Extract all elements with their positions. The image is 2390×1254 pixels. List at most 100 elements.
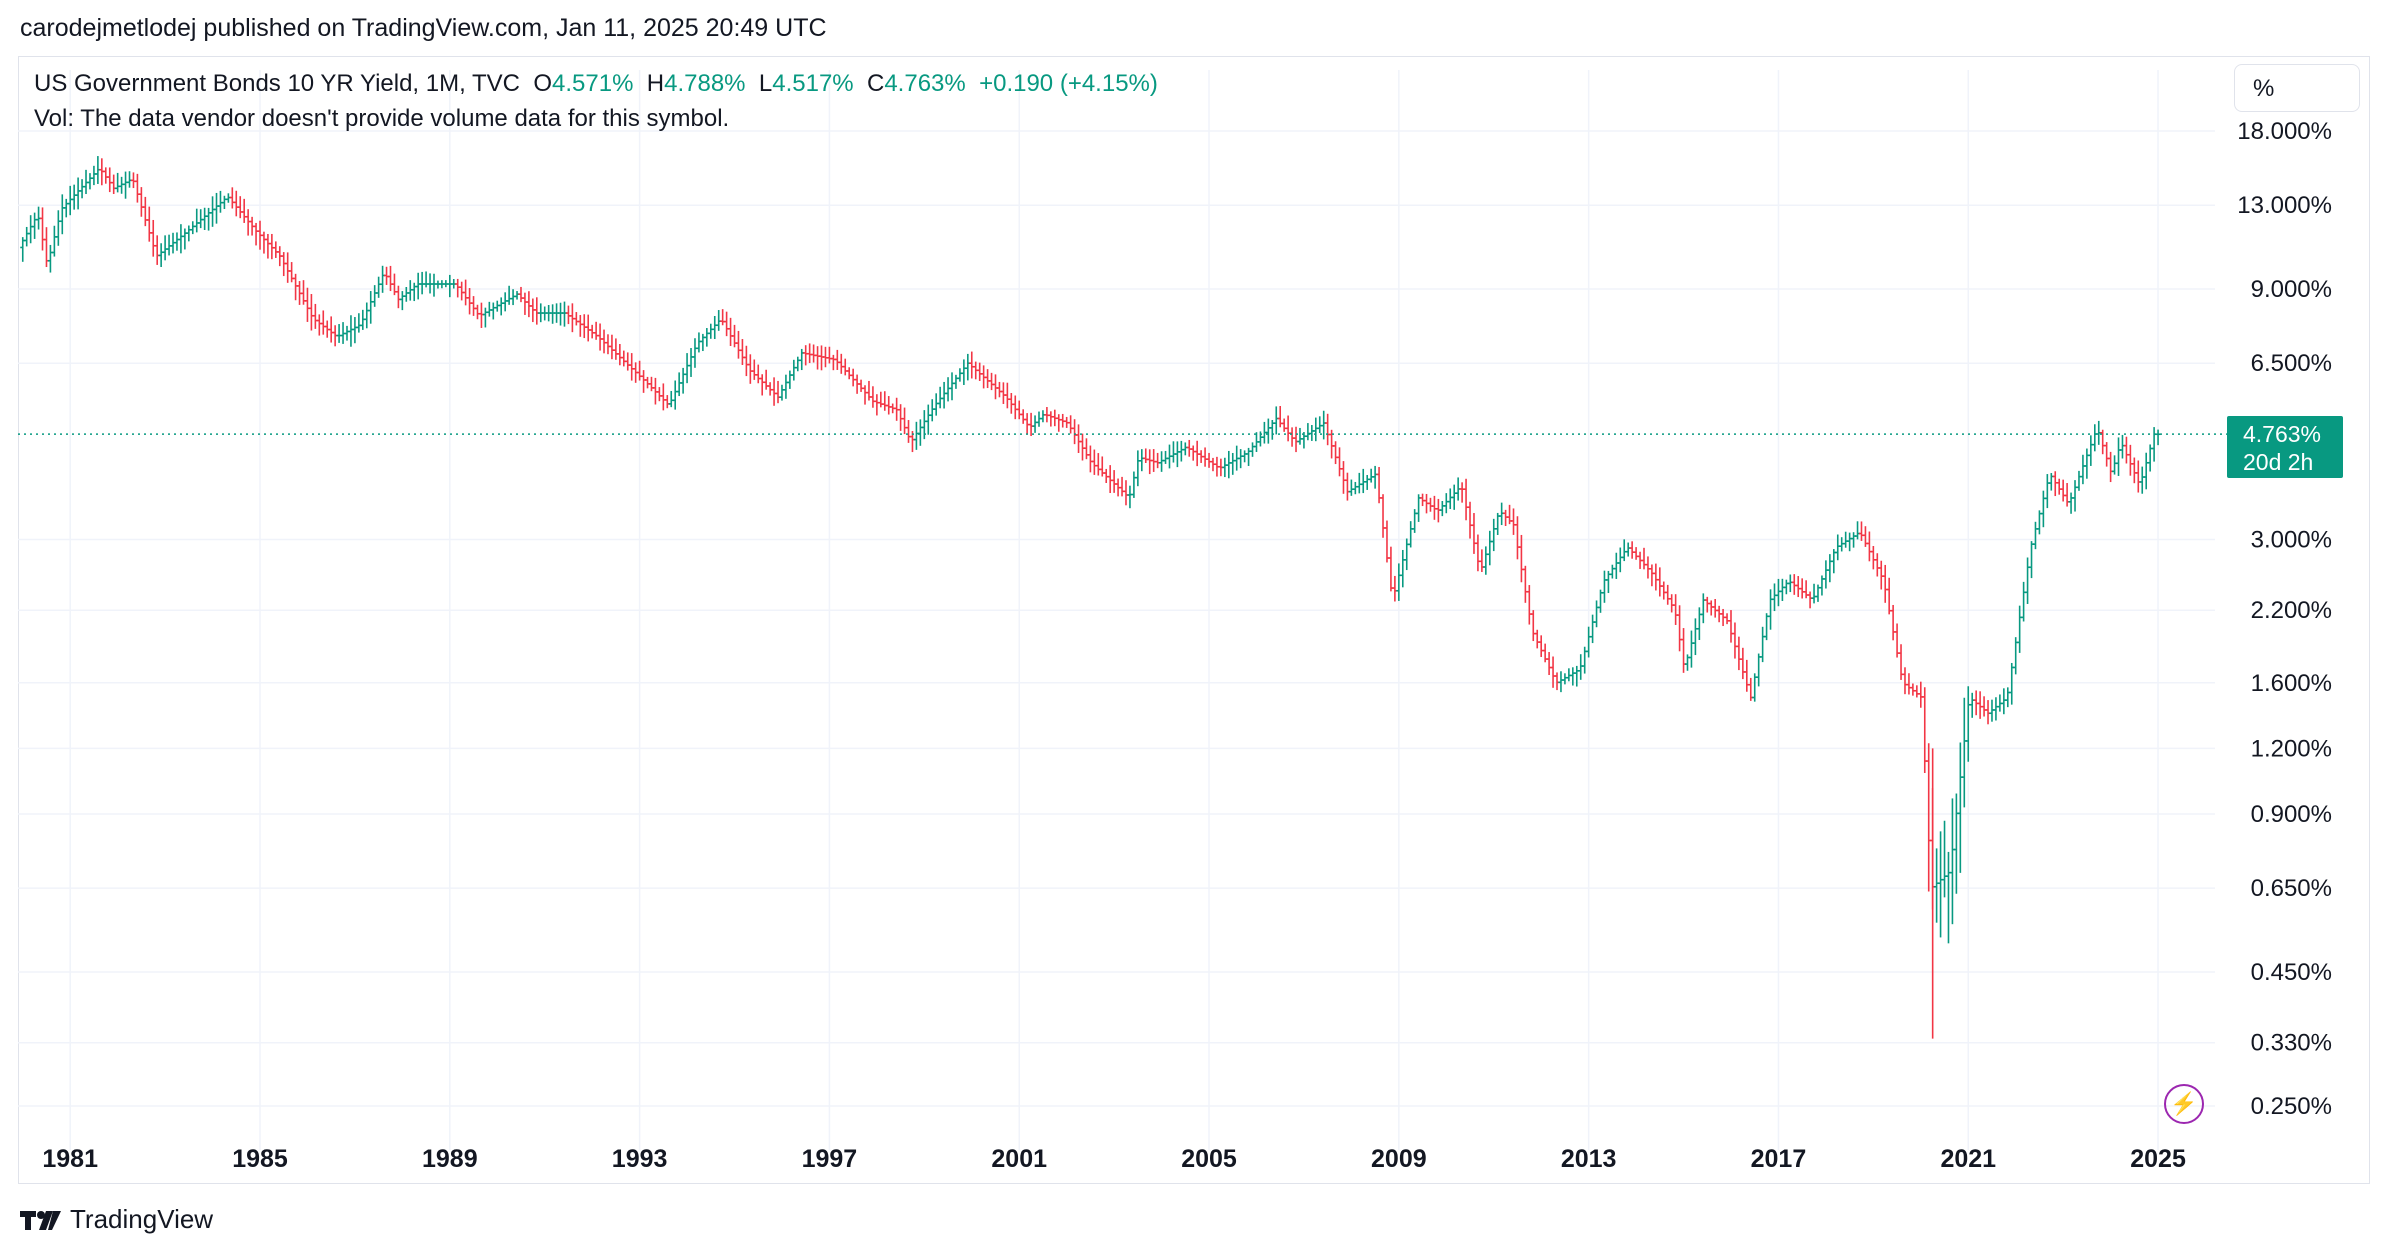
- ohlc-bar: [759, 374, 765, 396]
- ohlc-bar: [925, 404, 931, 435]
- ohlc-bar: [815, 346, 821, 370]
- ohlc-bar: [886, 396, 892, 415]
- x-tick-label: 2001: [991, 1145, 1047, 1173]
- ohlc-bar: [166, 234, 172, 256]
- ohlc-bar: [130, 172, 136, 189]
- ohlc-bar: [992, 374, 998, 400]
- ohlc-bar: [2001, 688, 2007, 715]
- ohlc-bar: [522, 292, 528, 315]
- ohlc-bar: [1000, 382, 1006, 404]
- ohlc-bar: [59, 194, 65, 235]
- ohlc-bar: [807, 343, 813, 364]
- ohlc-bar: [1934, 848, 1940, 923]
- ohlc-bar: [447, 274, 453, 298]
- ohlc-bar: [941, 381, 947, 409]
- price-bars: [20, 156, 2161, 1039]
- ohlc-bar: [1107, 465, 1113, 493]
- ohlc-bar: [1451, 484, 1457, 510]
- ohlc-bar: [680, 367, 686, 394]
- ohlc-bar: [1522, 565, 1528, 603]
- ohlc-bar: [63, 198, 69, 218]
- ohlc-bar: [775, 380, 781, 404]
- percent-scale-button[interactable]: %: [2234, 64, 2360, 112]
- ohlc-bar: [1677, 605, 1683, 652]
- ohlc-bar: [1866, 531, 1872, 562]
- last-price-badge: 4.763% 20d 2h: [2227, 416, 2343, 479]
- ohlc-bar: [593, 321, 599, 340]
- ohlc-bar: [2112, 455, 2118, 475]
- ohlc-bar: [1942, 820, 1948, 898]
- ohlc-bar: [2032, 521, 2038, 550]
- tradingview-brand[interactable]: TradingView: [20, 1204, 213, 1235]
- ohlc-bar: [1760, 626, 1766, 663]
- bar-countdown: 20d 2h: [2243, 449, 2314, 476]
- ohlc-bar: [1119, 476, 1125, 497]
- ohlc-bar: [198, 209, 204, 229]
- ohlc-bar: [1068, 415, 1074, 434]
- ohlc-bar: [561, 301, 567, 327]
- ohlc-bar: [767, 382, 773, 396]
- ohlc-bar: [2029, 541, 2035, 579]
- ohlc-bar: [2025, 557, 2031, 604]
- ohlc-bar: [1847, 532, 1853, 552]
- ohlc-bar: [1459, 482, 1465, 503]
- ohlc-bar: [1151, 449, 1157, 472]
- ohlc-bar: [387, 265, 393, 292]
- ohlc-bar: [2151, 427, 2157, 462]
- ohlc-bar: [1439, 501, 1445, 517]
- legend-open-value: 4.571%: [552, 70, 634, 97]
- ohlc-bar: [320, 310, 326, 335]
- ohlc-bar: [1783, 579, 1789, 595]
- ohlc-bar: [1250, 442, 1256, 457]
- ohlc-bar: [1665, 584, 1671, 605]
- ohlc-bar: [755, 364, 761, 384]
- ohlc-bar: [1965, 686, 1971, 762]
- ohlc-bar: [1487, 530, 1493, 566]
- ohlc-bar: [2056, 478, 2062, 495]
- ohlc-bar: [601, 329, 607, 354]
- ohlc-bar: [1728, 610, 1734, 643]
- lightning-icon[interactable]: ⚡: [2164, 1084, 2204, 1124]
- ohlc-bar: [253, 222, 259, 246]
- ohlc-bar: [1056, 414, 1062, 432]
- ohlc-bar: [558, 302, 564, 326]
- ohlc-bar: [312, 303, 318, 329]
- ohlc-bar: [1004, 382, 1010, 409]
- ohlc-bar: [1870, 546, 1876, 570]
- ohlc-bar: [127, 171, 133, 188]
- ohlc-bar: [1178, 440, 1184, 462]
- ohlc-bar: [1708, 600, 1714, 616]
- ohlc-bar: [1139, 449, 1145, 472]
- ohlc-bar: [273, 241, 279, 258]
- ohlc-bar: [842, 358, 848, 376]
- ohlc-bar: [795, 356, 801, 372]
- ohlc-bar: [2135, 460, 2141, 493]
- x-tick-label: 1985: [232, 1145, 288, 1173]
- ohlc-bar: [2123, 436, 2129, 464]
- ohlc-bar: [712, 315, 718, 340]
- ohlc-bar: [2088, 435, 2094, 466]
- ohlc-bar: [1578, 654, 1584, 680]
- ohlc-bar: [1511, 508, 1517, 535]
- y-tick-label: 2.200%: [2251, 597, 2332, 624]
- ohlc-bar: [138, 187, 144, 217]
- ohlc-bar: [1922, 687, 1928, 773]
- ohlc-bar: [245, 209, 251, 236]
- ohlc-bar: [739, 339, 745, 366]
- legend-low-label: L: [758, 70, 773, 97]
- ohlc-bar: [1321, 410, 1327, 440]
- ohlc-bar: [237, 196, 243, 219]
- ohlc-bar: [933, 393, 939, 416]
- legend-title: US Government Bonds 10 YR Yield, 1M, TVC: [34, 70, 521, 97]
- ohlc-bar: [206, 207, 212, 231]
- ohlc-bar: [2017, 605, 2023, 653]
- x-tick-label: 1981: [42, 1145, 98, 1173]
- ohlc-bar: [1791, 574, 1797, 595]
- ohlc-bar: [1400, 549, 1406, 588]
- ohlc-bar: [1613, 552, 1619, 579]
- ohlc-bar: [1356, 472, 1362, 494]
- ohlc-bar: [474, 304, 480, 320]
- ohlc-bar: [174, 232, 180, 251]
- x-tick-label: 2005: [1181, 1145, 1237, 1173]
